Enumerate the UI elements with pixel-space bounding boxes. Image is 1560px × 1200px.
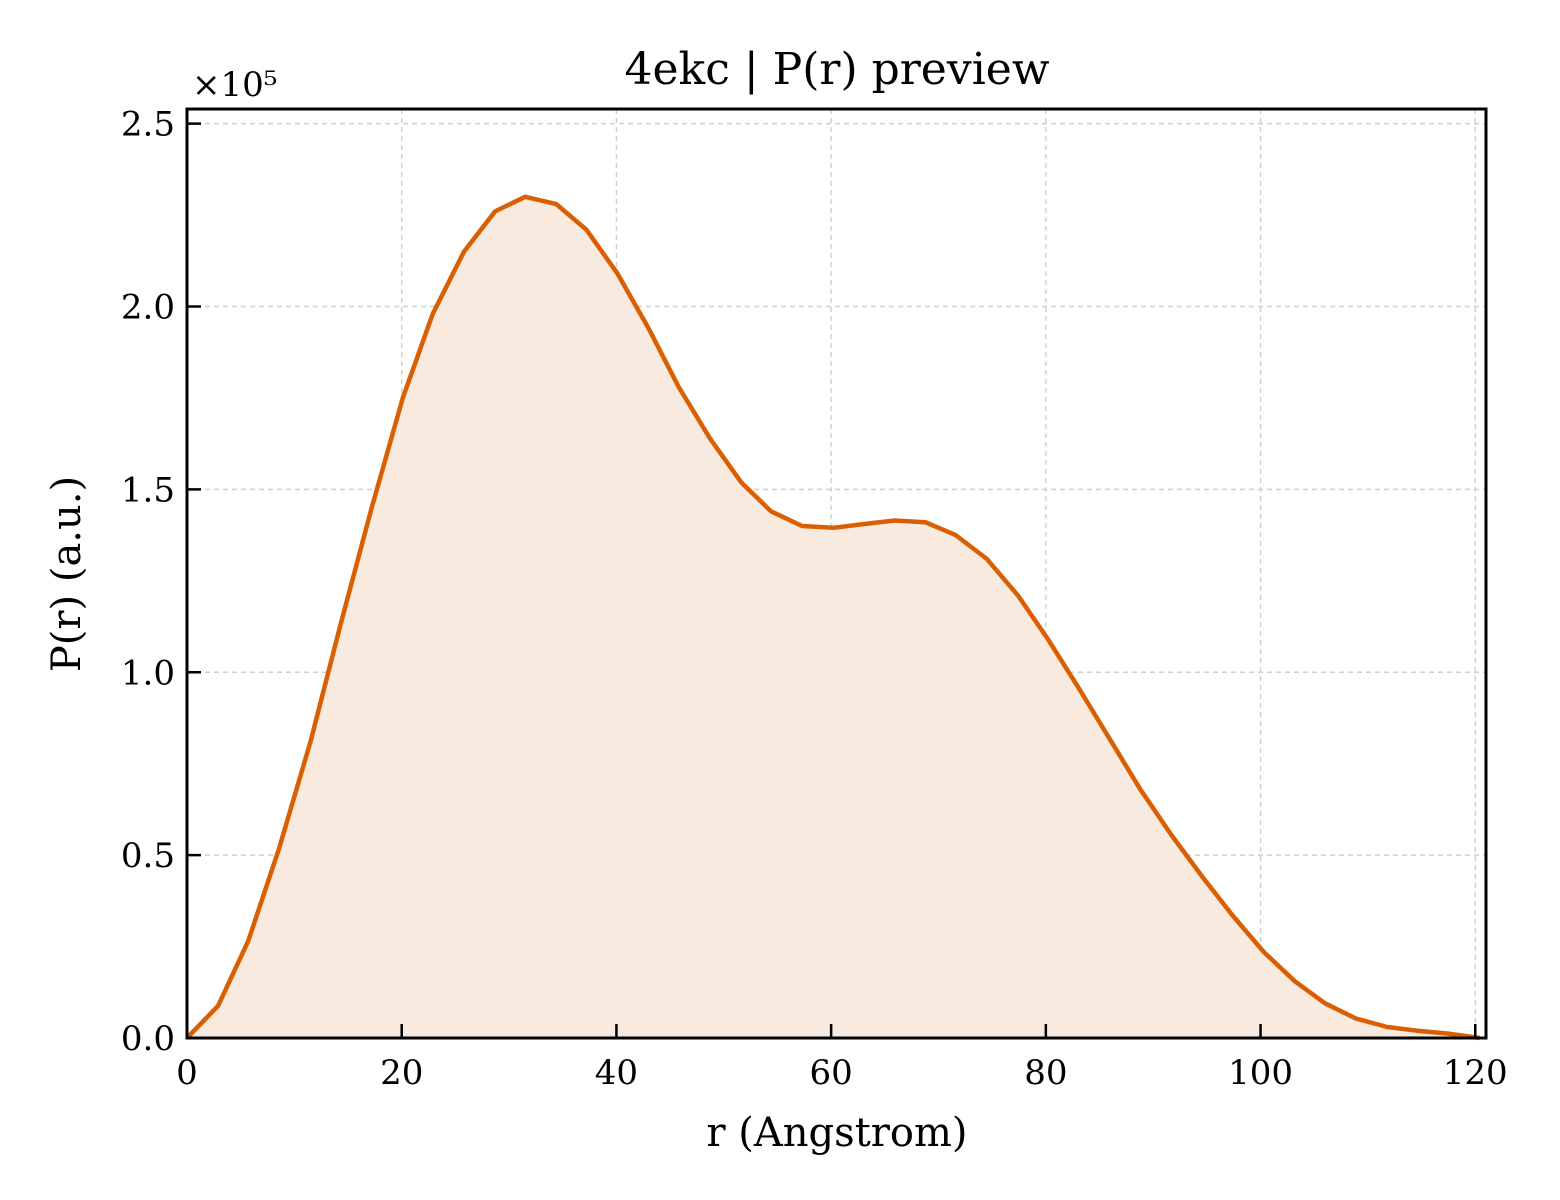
x-tick-label: 120 — [1443, 1053, 1508, 1093]
x-tick-label: 40 — [595, 1053, 638, 1093]
x-tick-label: 20 — [380, 1053, 423, 1093]
y-tick-label: 2.0 — [121, 288, 175, 328]
y-tick-label: 0.0 — [121, 1019, 175, 1059]
x-tick-label: 60 — [809, 1053, 852, 1093]
series-line — [185, 194, 1480, 1041]
y-tick-label: 1.0 — [121, 653, 175, 693]
y-scale-label: ×10⁵ — [192, 65, 277, 105]
y-tick-label: 1.5 — [121, 470, 175, 510]
y-axis-title: P(r) (a.u.) — [44, 476, 90, 672]
y-tick-label: 0.5 — [121, 836, 175, 876]
area-fill — [187, 196, 1480, 1039]
chart-title: 4ekc | P(r) preview — [625, 44, 1050, 95]
x-tick-label: 100 — [1228, 1053, 1293, 1093]
plot-frame — [185, 107, 1488, 1040]
x-axis-title: r (Angstrom) — [706, 1110, 967, 1156]
x-tick-label: 80 — [1024, 1053, 1067, 1093]
axis-ticks: 0 20 40 60 80 100 120 0.0 0.5 1.0 1.5 2.0 2.5 — [121, 105, 1508, 1093]
x-tick-label: 0 — [176, 1053, 198, 1093]
y-tick-label: 2.5 — [121, 105, 175, 145]
